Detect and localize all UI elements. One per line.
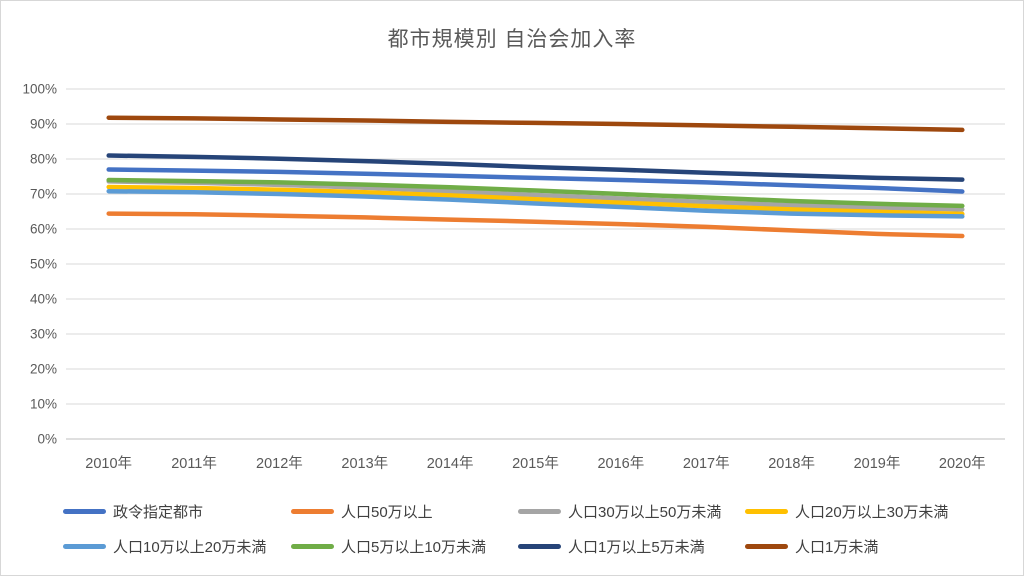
x-tick-label: 2010年 [85, 456, 133, 472]
y-tick-label: 40% [29, 291, 57, 307]
legend-label: 人口50万以上 [341, 503, 433, 521]
series-line [106, 184, 965, 217]
series-line [106, 115, 965, 133]
chart-title: 都市規模別 自治会加入率 [387, 28, 637, 51]
x-tick-label: 2019年 [853, 456, 901, 472]
legend-label: 人口5万以上10万未満 [341, 538, 487, 556]
x-tick-label: 2017年 [682, 456, 730, 472]
y-tick-label: 10% [29, 396, 57, 412]
y-tick-label: 80% [29, 151, 57, 167]
series-line [106, 153, 965, 182]
x-tick-label: 2014年 [426, 456, 474, 472]
legend-label: 人口1万未満 [795, 538, 879, 556]
legend-line-swatch [63, 508, 106, 514]
legend-label: 人口1万以上5万未満 [568, 538, 705, 556]
legend-label: 人口20万以上30万未満 [795, 503, 949, 521]
y-tick-label: 20% [29, 361, 57, 377]
y-tick-label: 100% [22, 81, 57, 97]
y-tick-label: 90% [29, 116, 57, 132]
legend-item: 人口5万以上10万未満 [291, 536, 486, 556]
legend-label: 人口10万以上20万未満 [113, 538, 267, 556]
legend-line-swatch [745, 508, 788, 514]
legend-item: 人口1万以上5万未満 [518, 536, 705, 556]
y-tick-label: 50% [29, 256, 57, 272]
x-tick-label: 2020年 [938, 456, 986, 472]
x-tick-label: 2012年 [256, 456, 303, 472]
legend-item: 人口20万以上30万未満 [745, 501, 948, 521]
series-line [106, 167, 965, 194]
x-tick-label: 2018年 [768, 456, 815, 472]
y-tick-label: 70% [29, 186, 57, 202]
legend-line-swatch [745, 543, 788, 549]
x-tick-label: 2016年 [597, 456, 645, 472]
legend-item: 人口1万未満 [745, 536, 878, 556]
x-tick-label: 2015年 [512, 456, 559, 472]
legend-line-swatch [291, 508, 334, 514]
y-tick-label: 0% [37, 431, 57, 447]
y-tick-label: 60% [29, 221, 57, 237]
x-tick-label: 2013年 [341, 456, 389, 472]
legend-item: 人口10万以上20万未満 [63, 536, 266, 556]
series-line [106, 188, 965, 219]
legend-item: 人口30万以上50万未満 [518, 501, 721, 521]
series-line [106, 211, 965, 239]
legend-label: 人口30万以上50万未満 [568, 503, 722, 521]
series-line [106, 177, 965, 209]
legend-item: 人口50万以上 [291, 501, 433, 521]
legend-line-swatch [291, 543, 334, 549]
legend-line-swatch [518, 543, 561, 549]
legend-line-swatch [63, 543, 106, 549]
x-tick-label: 2011年 [171, 456, 217, 472]
legend-label: 政令指定都市 [113, 503, 204, 521]
y-tick-label: 30% [29, 326, 57, 342]
legend-line-swatch [518, 508, 561, 514]
legend-item: 政令指定都市 [63, 501, 203, 521]
